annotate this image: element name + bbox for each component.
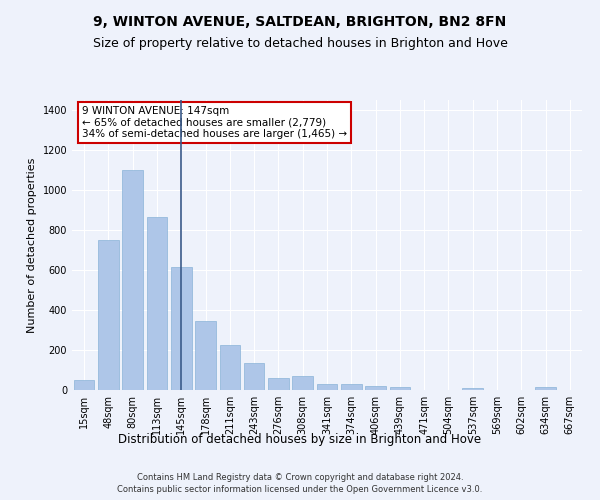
Bar: [268, 378, 289, 390]
Bar: [365, 386, 386, 390]
Bar: [535, 388, 556, 390]
Bar: [122, 170, 143, 390]
Bar: [220, 345, 240, 390]
Text: Size of property relative to detached houses in Brighton and Hove: Size of property relative to detached ho…: [92, 38, 508, 51]
Bar: [171, 267, 191, 390]
Bar: [463, 388, 483, 390]
Text: 9 WINTON AVENUE: 147sqm
← 65% of detached houses are smaller (2,779)
34% of semi: 9 WINTON AVENUE: 147sqm ← 65% of detache…: [82, 106, 347, 139]
Bar: [389, 387, 410, 390]
Bar: [341, 384, 362, 390]
Bar: [98, 240, 119, 390]
Text: Distribution of detached houses by size in Brighton and Hove: Distribution of detached houses by size …: [118, 432, 482, 446]
Y-axis label: Number of detached properties: Number of detached properties: [27, 158, 37, 332]
Text: Contains public sector information licensed under the Open Government Licence v3: Contains public sector information licen…: [118, 485, 482, 494]
Bar: [146, 217, 167, 390]
Text: Contains HM Land Registry data © Crown copyright and database right 2024.: Contains HM Land Registry data © Crown c…: [137, 472, 463, 482]
Bar: [292, 376, 313, 390]
Text: 9, WINTON AVENUE, SALTDEAN, BRIGHTON, BN2 8FN: 9, WINTON AVENUE, SALTDEAN, BRIGHTON, BN…: [94, 15, 506, 29]
Bar: [317, 384, 337, 390]
Bar: [244, 363, 265, 390]
Bar: [195, 321, 216, 390]
Bar: [74, 380, 94, 390]
